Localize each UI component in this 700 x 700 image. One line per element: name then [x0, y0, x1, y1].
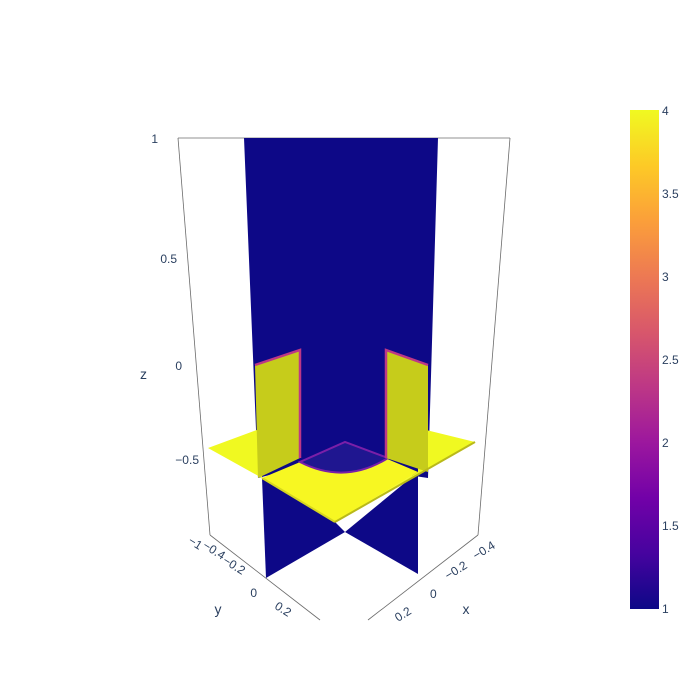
- right-wall: [386, 350, 428, 472]
- colorbar: 4 3.5 3 2.5 2 1.5 1: [630, 104, 679, 616]
- plane-edge-left: [261, 477, 336, 523]
- colorbar-tick: 4: [662, 104, 669, 118]
- colorbar-tick: 2: [662, 436, 669, 450]
- x-axis-title: x: [463, 601, 470, 617]
- colorbar-tick: 1.5: [662, 519, 679, 533]
- surface-slices: [208, 138, 476, 578]
- colorbar-tick: 1: [662, 602, 669, 616]
- y-axis-title: y: [215, 601, 222, 617]
- x-tick: 0.2: [392, 604, 414, 625]
- left-wall-edge: [254, 348, 302, 458]
- y-tick: −1: [186, 533, 205, 552]
- frame-left-edge: [177, 137, 211, 536]
- z-tick: 0.5: [160, 252, 177, 266]
- y-tick: 0: [250, 586, 257, 600]
- x-tick: −0.2: [442, 558, 470, 583]
- left-wall: [255, 350, 300, 478]
- right-wall-edge: [384, 348, 429, 458]
- vertical-slice-lower-right: [345, 472, 418, 574]
- horizontal-slice-front: [262, 458, 418, 522]
- z-tick: −0.5: [175, 453, 199, 467]
- z-axis-title: z: [140, 366, 147, 382]
- x-tick: 0: [430, 587, 437, 601]
- frame-bottom-left-edge: [209, 534, 321, 621]
- y-tick: 0.2: [272, 599, 294, 620]
- z-axis: 1 0.5 0 −0.5 z: [140, 132, 199, 467]
- z-tick: 1: [151, 132, 158, 146]
- frame-bottom-right-edge: [367, 534, 479, 621]
- x-tick: −0.4: [470, 538, 498, 563]
- frame-right-edge: [477, 137, 511, 536]
- y-tick: −0.2: [220, 553, 248, 578]
- colorbar-tick: 3: [662, 270, 669, 284]
- z-tick: 0: [175, 359, 182, 373]
- colorbar-tick: 2.5: [662, 353, 679, 367]
- colorbar-tick: 3.5: [662, 187, 679, 201]
- vertical-slice-lower-left: [262, 478, 345, 578]
- plane-edge-right: [334, 441, 476, 523]
- colorbar-bar: [630, 110, 659, 609]
- colorbar-ticks: 4 3.5 3 2.5 2 1.5 1: [662, 104, 679, 616]
